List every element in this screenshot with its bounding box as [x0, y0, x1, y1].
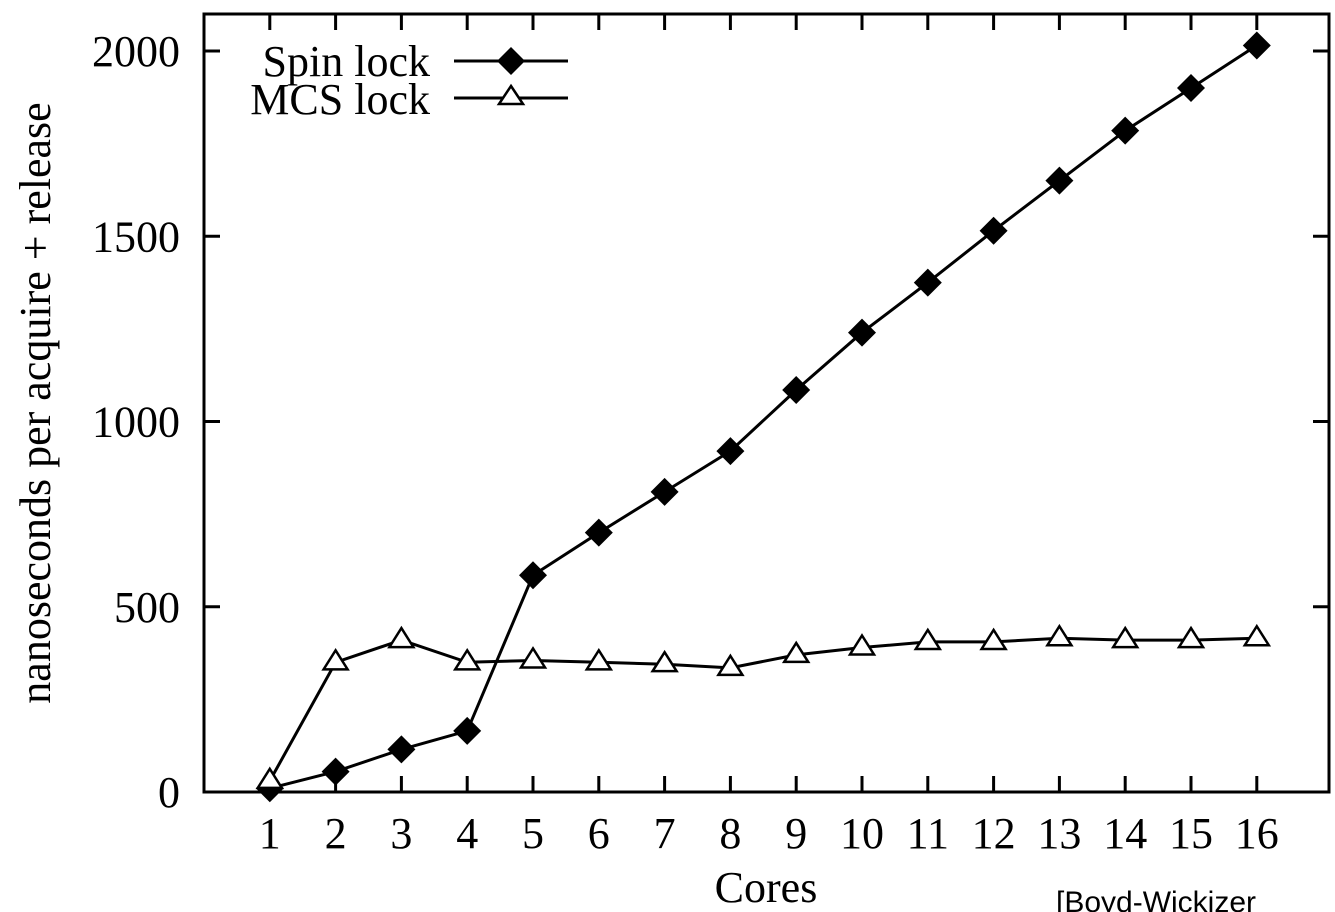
data-point-spin-lock-12: [1045, 166, 1074, 195]
x-tick-label-13: 14: [1103, 809, 1147, 858]
y-tick-label-4: 2000: [92, 27, 180, 76]
y-tick-label-3: 1500: [92, 212, 180, 261]
x-tick-label-0: 1: [259, 809, 281, 858]
data-point-spin-lock-13: [1111, 116, 1140, 145]
y-axis-title: nanoseconds per acquire + release: [11, 102, 60, 703]
data-point-spin-lock-3: [453, 716, 482, 745]
data-point-mcs-lock-9: [847, 633, 877, 656]
data-point-mcs-lock-6: [650, 649, 679, 673]
x-tick-label-15: 16: [1235, 809, 1279, 858]
x-tick-label-6: 7: [654, 809, 676, 858]
x-tick-label-1: 2: [325, 809, 347, 858]
data-point-spin-lock-5: [584, 518, 613, 547]
x-tick-label-12: 13: [1037, 809, 1081, 858]
y-tick-label-1: 500: [114, 583, 180, 632]
series-line-1: [268, 636, 1257, 782]
x-tick-label-8: 9: [785, 809, 807, 858]
data-point-spin-lock-9: [848, 318, 876, 347]
data-point-mcs-lock-15: [1242, 623, 1272, 647]
y-tick-label-0: 0: [158, 768, 180, 817]
data-point-spin-lock-11: [979, 216, 1008, 245]
data-point-mcs-lock-0: [255, 766, 285, 790]
x-tick-label-7: 8: [719, 809, 741, 858]
data-point-spin-lock-8: [782, 376, 811, 405]
y-tick-label-2: 1000: [92, 398, 180, 447]
series-line-0: [269, 44, 1258, 790]
data-point-spin-lock-14: [1177, 74, 1205, 103]
x-tick-label-9: 10: [840, 809, 884, 858]
data-point-spin-lock-7: [716, 437, 745, 466]
legend-label-mcs-lock: MCS lock: [250, 75, 430, 124]
x-axis-title: Cores: [715, 863, 818, 912]
plot-frame: [202, 12, 1331, 794]
data-point-mcs-lock-14: [1176, 625, 1206, 649]
data-point-mcs-lock-10: [913, 627, 943, 651]
x-tick-label-10: 11: [907, 809, 949, 858]
data-point-spin-lock-2: [387, 735, 416, 764]
data-point-mcs-lock-11: [979, 627, 1008, 651]
data-point-mcs-lock-12: [1045, 623, 1074, 647]
data-point-mcs-lock-4: [518, 646, 548, 669]
data-point-spin-lock-4: [519, 561, 547, 590]
series-layer: [255, 31, 1272, 803]
data-point-mcs-lock-5: [584, 647, 614, 671]
data-point-mcs-lock-7: [716, 653, 745, 677]
data-point-spin-lock-6: [650, 477, 679, 506]
data-point-mcs-lock-3: [452, 647, 482, 671]
legend-label-spin-lock: Spin lock: [263, 37, 430, 86]
data-point-spin-lock-10: [913, 268, 942, 297]
x-tick-label-5: 6: [588, 809, 610, 858]
legend-marker-spin-lock: [497, 47, 525, 75]
data-point-mcs-lock-8: [781, 640, 811, 664]
data-point-mcs-lock-1: [321, 647, 350, 671]
data-point-spin-lock-1: [321, 757, 350, 786]
legend-marker-mcs-lock: [496, 83, 526, 106]
x-tick-label-4: 5: [522, 809, 544, 858]
data-point-mcs-lock-13: [1110, 625, 1140, 649]
x-tick-label-3: 4: [456, 809, 478, 858]
axis-ticks: [204, 14, 1329, 794]
data-point-spin-lock-15: [1242, 31, 1271, 60]
x-tick-label-14: 15: [1169, 809, 1213, 858]
legend: Spin lock MCS lock: [250, 37, 568, 124]
x-tick-label-11: 12: [972, 809, 1016, 858]
data-point-mcs-lock-2: [387, 625, 416, 649]
citation-text: [Boyd-Wickizer: [1056, 886, 1256, 912]
x-tick-label-2: 3: [390, 809, 412, 858]
